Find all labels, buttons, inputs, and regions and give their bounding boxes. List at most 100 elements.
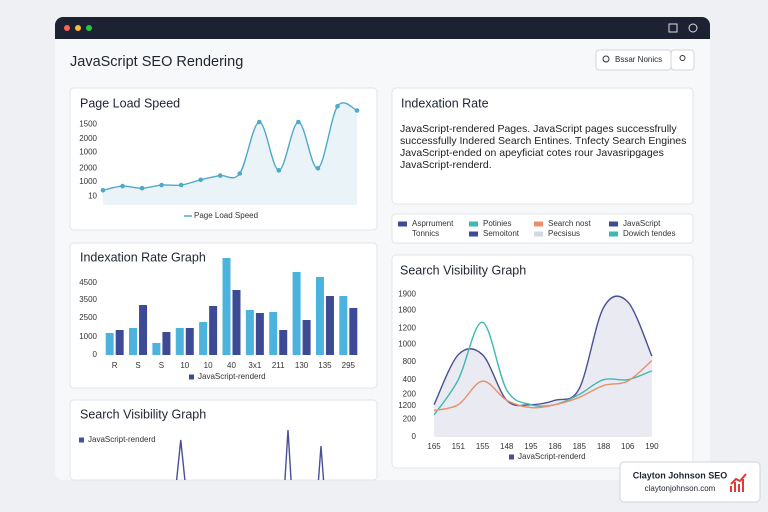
legend-label: Semoitont bbox=[483, 229, 520, 238]
y-tick-label: 200 bbox=[403, 389, 417, 398]
legend-swatch bbox=[609, 221, 618, 227]
point bbox=[354, 108, 360, 113]
y-tick-label: 1000 bbox=[79, 148, 97, 157]
x-tick-label: 151 bbox=[452, 442, 466, 451]
card-title: Indexation Rate bbox=[401, 96, 489, 110]
minimize-dot[interactable] bbox=[75, 25, 81, 31]
y-tick-label: 2000 bbox=[79, 134, 97, 143]
x-tick-label: 10 bbox=[204, 361, 213, 370]
y-tick-label: 1000 bbox=[398, 339, 416, 348]
point bbox=[198, 177, 203, 183]
close-dot[interactable] bbox=[64, 25, 70, 31]
x-tick-label: 165 bbox=[427, 442, 441, 451]
y-tick-label: 1200 bbox=[398, 323, 416, 332]
search-placeholder: Bssar Nonics bbox=[615, 55, 662, 64]
bar bbox=[129, 328, 138, 355]
x-tick-label: 185 bbox=[573, 442, 587, 451]
point bbox=[296, 119, 301, 125]
y-tick-label: 1000 bbox=[79, 332, 97, 341]
legend-label: Dowich tendes bbox=[623, 229, 675, 238]
x-tick-label: S bbox=[135, 361, 140, 370]
x-tick-label: 106 bbox=[621, 442, 635, 451]
card bbox=[391, 254, 694, 469]
legend-swatch bbox=[509, 454, 514, 460]
y-tick-label: 1200 bbox=[398, 401, 416, 410]
point bbox=[257, 119, 262, 125]
x-tick-label: 10 bbox=[180, 361, 189, 370]
x-tick-label: 211 bbox=[272, 361, 285, 370]
legend-label: Search nost bbox=[548, 219, 591, 228]
y-tick-label: 400 bbox=[403, 375, 417, 384]
y-tick-label: 0 bbox=[412, 432, 417, 441]
y-tick-label: 1800 bbox=[398, 306, 416, 315]
y-tick-label: 2000 bbox=[79, 163, 97, 172]
bar bbox=[115, 330, 124, 355]
x-tick-label: 195 bbox=[524, 442, 538, 451]
y-tick-label: 10 bbox=[88, 192, 97, 201]
chart bbox=[100, 102, 360, 205]
y-tick-label: 2500 bbox=[79, 313, 97, 322]
bar bbox=[209, 306, 218, 355]
bar bbox=[185, 328, 194, 355]
page-title: JavaScript SEO Rendering bbox=[70, 54, 243, 70]
bar bbox=[349, 308, 358, 355]
user-icon bbox=[679, 55, 686, 61]
bar bbox=[325, 296, 334, 355]
bar bbox=[152, 343, 161, 355]
paragraph-line: JavaScript-ended on apeyficiat cotes rou… bbox=[400, 147, 664, 159]
point bbox=[276, 168, 282, 173]
legend-swatch bbox=[79, 437, 84, 443]
point bbox=[335, 104, 340, 109]
point bbox=[120, 183, 125, 189]
share-icon[interactable] bbox=[668, 23, 678, 33]
chart-title: Search Visibility Graph bbox=[80, 407, 206, 421]
bar bbox=[222, 258, 231, 355]
card bbox=[391, 87, 694, 205]
x-tick-label: 3x1 bbox=[248, 361, 261, 370]
legend-swatch bbox=[398, 221, 407, 227]
bar bbox=[315, 277, 324, 355]
legend-swatch bbox=[469, 231, 478, 237]
legend-swatch bbox=[609, 231, 618, 237]
paragraph-line: JavaScript-rendered Pages. JavaScript pa… bbox=[400, 123, 677, 135]
x-tick-label: 295 bbox=[342, 361, 356, 370]
y-tick-label: 800 bbox=[403, 357, 417, 366]
legend-swatch bbox=[469, 221, 478, 227]
chart-title: Search Visibility Graph bbox=[400, 263, 526, 277]
point bbox=[139, 185, 145, 191]
x-tick-label: R bbox=[112, 361, 118, 370]
bar bbox=[255, 313, 264, 355]
chart bbox=[175, 429, 325, 480]
bar bbox=[269, 312, 278, 355]
chart-title: Indexation Rate Graph bbox=[80, 250, 206, 264]
line bbox=[433, 295, 653, 407]
bar bbox=[139, 305, 148, 355]
bar bbox=[302, 320, 311, 355]
x-tick-label: 148 bbox=[500, 442, 514, 451]
x-tick-label: 135 bbox=[318, 361, 332, 370]
brand-url: claytonjohnson.com bbox=[645, 484, 716, 493]
y-tick-label: 0 bbox=[93, 350, 98, 359]
legend-label: JavaScript-renderd bbox=[198, 372, 266, 381]
account-icon[interactable] bbox=[688, 23, 698, 33]
paragraph-line: successfully Indered Search Entines. Tnf… bbox=[400, 135, 686, 147]
paragraph-line: JavaScript-renderd. bbox=[400, 159, 492, 171]
point bbox=[315, 165, 321, 171]
x-tick-label: 40 bbox=[227, 361, 236, 370]
legend-swatch bbox=[534, 231, 543, 237]
legend-label: Asprrument bbox=[412, 219, 454, 228]
legend-label: Page Load Speed bbox=[194, 211, 258, 220]
area-fill bbox=[434, 296, 652, 437]
legend-swatch bbox=[534, 221, 543, 227]
x-tick-label: 188 bbox=[597, 442, 611, 451]
point bbox=[100, 188, 106, 193]
legend-label: JavaScript-renderd bbox=[518, 452, 586, 461]
maximize-dot[interactable] bbox=[86, 25, 92, 31]
brand-icon bbox=[730, 473, 747, 492]
point bbox=[178, 182, 184, 188]
point bbox=[217, 173, 223, 178]
x-tick-label: 190 bbox=[645, 442, 659, 451]
line bbox=[175, 429, 325, 480]
chart-title: Page Load Speed bbox=[80, 96, 180, 110]
bar bbox=[105, 333, 114, 355]
